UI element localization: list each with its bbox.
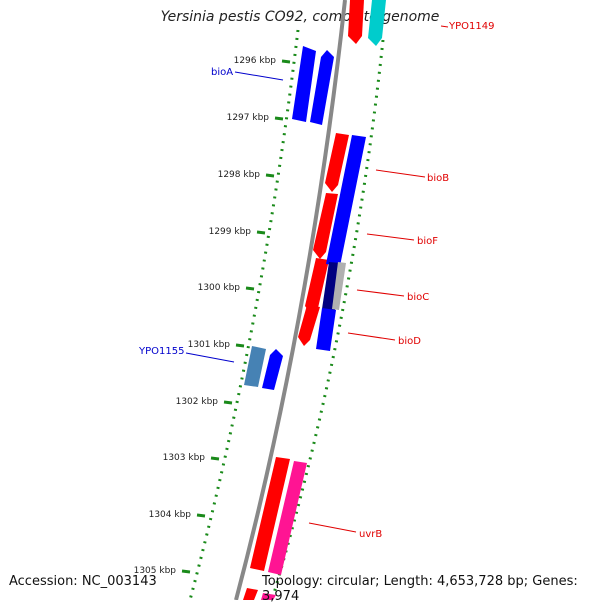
kbp-label: 1303 kbp [163,453,206,463]
gene-label-bioa: bioA [211,67,233,78]
gene-feature [305,258,329,315]
title: Yersinia pestis CO92, complete genome [160,9,440,25]
gene-feature [332,262,346,310]
callout-line [375,169,426,178]
scale-tick [265,173,275,178]
scale-tick [181,569,191,574]
kbp-label: 1301 kbp [188,340,231,350]
kbp-label: 1298 kbp [218,170,261,180]
gene-feature [292,46,316,122]
callout-line [347,332,396,341]
kbp-label: 1304 kbp [149,510,192,520]
scale-tick [281,59,291,64]
kbp-label: 1297 kbp [227,113,270,123]
scale-tick [196,513,206,518]
gene-feature [348,0,364,44]
gene-feature [310,50,334,125]
gene-label-ypo1155: YPO1155 [138,346,184,357]
gene-feature [262,349,283,390]
gene-feature [243,588,258,600]
callout-line [234,71,284,81]
gene-feature [325,133,349,192]
gene-feature [313,193,338,259]
gene-feature [298,305,320,346]
callout-line [366,233,415,241]
gene-label-biod: bioD [398,336,421,347]
gene-feature [316,308,336,351]
gene-label-uvrb: uvrB [359,529,382,540]
scale-tick [256,230,266,235]
gene-feature [244,346,266,387]
callout-line [440,25,449,28]
gene-feature [261,593,276,600]
kbp-label: 1300 kbp [198,283,241,293]
scale-tick [245,286,255,291]
gene-label-biob: bioB [427,173,449,184]
scale-tick [223,400,233,405]
callout-line [185,352,235,363]
gene-feature [268,461,307,575]
kbp-label: 1299 kbp [209,227,252,237]
kbp-label: 1305 kbp [134,566,177,576]
kbp-label: 1302 kbp [176,397,219,407]
outer-dotted-ring [270,39,385,600]
gene-feature [326,135,366,266]
gene-feature [368,0,386,46]
accession-text: Accession: NC_003143 [9,574,157,589]
scale-tick [210,456,220,461]
scale-tick [235,343,245,348]
callout-line [308,522,357,533]
kbp-label: 1296 kbp [234,56,277,66]
backbone [234,0,347,600]
gene-label-bioc: bioC [407,292,429,303]
callout-line [356,289,405,297]
gene-feature [250,457,290,571]
scale-tick [274,116,284,121]
gene-label-ypo1149: YPO1149 [448,21,494,32]
gene-label-biof: bioF [417,236,438,247]
